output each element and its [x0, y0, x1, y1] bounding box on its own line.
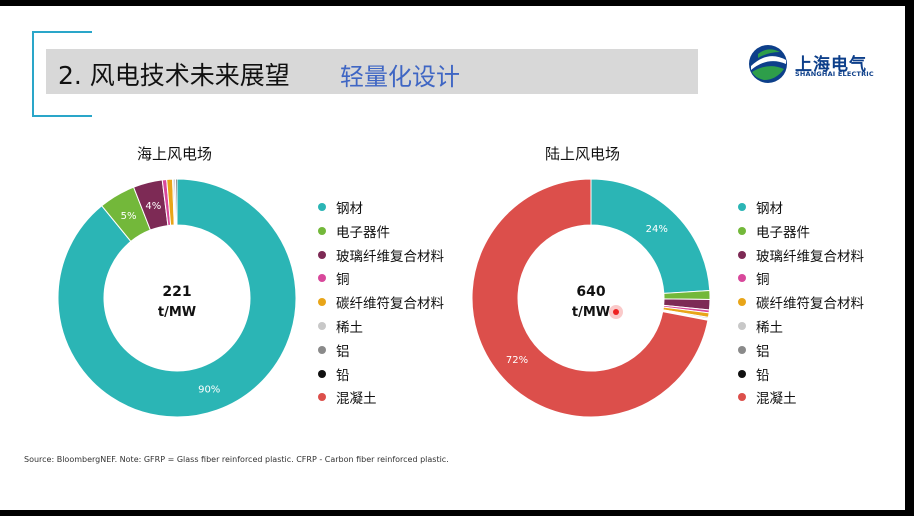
slice-data-label: 90%	[198, 384, 220, 395]
legend-label: 铅	[336, 367, 350, 384]
pie-slice-0	[57, 178, 297, 418]
legend-swatch	[318, 369, 326, 378]
legend-label: 稀土	[336, 320, 363, 336]
legend-swatch	[318, 345, 326, 354]
shanghai-electric-logo-icon	[749, 45, 787, 83]
slice-data-label: 72%	[506, 355, 528, 366]
legend-swatch	[738, 274, 746, 283]
center-unit: t/MW	[158, 305, 196, 320]
legend-swatch	[318, 274, 326, 283]
legend-swatch	[738, 298, 746, 307]
page-title: 2. 风电技术未来展望	[58, 61, 290, 90]
legend-label: 铜	[756, 272, 770, 289]
legend-swatch	[738, 345, 746, 354]
logo-text-cn: 上海电气	[795, 55, 867, 75]
legend-swatch	[318, 322, 326, 330]
legend-label: 稀土	[756, 320, 783, 336]
pie-slice-7	[175, 178, 178, 226]
slide: 2. 风电技术未来展望 轻量化设计 上海电气 SHANGHAI ELECTRIC…	[0, 6, 905, 510]
legend-swatch	[318, 298, 326, 307]
legend-swatch	[738, 369, 746, 378]
legend-label: 铅	[756, 367, 770, 384]
legend-onshore: 钢材电子器件玻璃纤维复合材料铜碳纤维符复合材料 稀土铝铅混凝土	[738, 197, 898, 407]
legend-swatch	[318, 250, 326, 259]
legend-offshore: 钢材电子器件玻璃纤维复合材料铜碳纤维符复合材料 稀土铝铅混凝土	[318, 197, 468, 407]
page-subtitle: 轻量化设计	[340, 63, 460, 91]
legend-swatch	[318, 226, 326, 235]
legend-swatch	[738, 203, 746, 211]
donut-chart-offshore: 90% 5% 4% 221 t/MW	[57, 178, 297, 418]
source-note: Source: BloombergNEF. Note: GFRP = Glass…	[24, 455, 449, 464]
slice-data-label: 5%	[121, 211, 137, 222]
legend-label: 混凝土	[336, 391, 377, 408]
chart-title-offshore: 海上风电场	[137, 145, 213, 163]
legend-label: 碳纤维符复合材料	[756, 296, 864, 313]
logo-text-en: SHANGHAI ELECTRIC	[795, 70, 874, 78]
slice-data-label: 4%	[145, 201, 161, 212]
donut-chart-onshore: 24% 72% 640 t/MW	[471, 178, 711, 418]
legend-label: 铝	[756, 343, 770, 360]
legend-label: 钢材	[336, 201, 363, 217]
legend-label: 碳纤维符复合材料	[336, 296, 444, 313]
title-corner-frame	[32, 31, 92, 117]
chart-title-onshore: 陆上风电场	[545, 145, 621, 163]
legend-label: 电子器件	[756, 224, 810, 241]
legend-label: 铝	[336, 343, 350, 360]
legend-label: 电子器件	[336, 224, 390, 241]
legend-label: 混凝土	[756, 391, 797, 408]
legend-label: 钢材	[756, 201, 783, 217]
legend-swatch	[318, 203, 326, 211]
legend-swatch	[738, 250, 746, 259]
legend-swatch	[318, 393, 326, 402]
legend-label: 玻璃纤维复合材料	[336, 248, 444, 265]
legend-swatch	[738, 393, 746, 402]
cursor-pointer-icon	[609, 305, 623, 319]
pie-slice-8	[471, 178, 709, 418]
legend-swatch	[738, 322, 746, 330]
legend-swatch	[738, 226, 746, 235]
pie-slice-0	[590, 178, 711, 294]
title-bar	[46, 49, 698, 94]
slice-data-label: 24%	[646, 224, 668, 235]
legend-label: 玻璃纤维复合材料	[756, 248, 864, 265]
center-value: 640	[576, 284, 605, 300]
center-value: 221	[162, 284, 191, 300]
center-unit: t/MW	[572, 305, 610, 320]
legend-label: 铜	[336, 272, 350, 289]
